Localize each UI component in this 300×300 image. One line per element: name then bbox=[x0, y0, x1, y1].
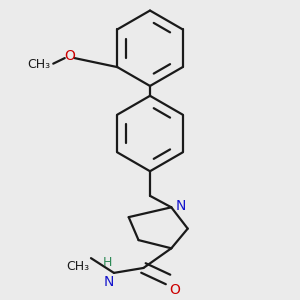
Text: N: N bbox=[175, 199, 186, 213]
Text: O: O bbox=[170, 284, 181, 297]
Text: N: N bbox=[103, 274, 114, 289]
Text: H: H bbox=[103, 256, 112, 268]
Text: O: O bbox=[64, 50, 75, 63]
Text: CH₃: CH₃ bbox=[66, 260, 89, 273]
Text: CH₃: CH₃ bbox=[27, 58, 50, 71]
